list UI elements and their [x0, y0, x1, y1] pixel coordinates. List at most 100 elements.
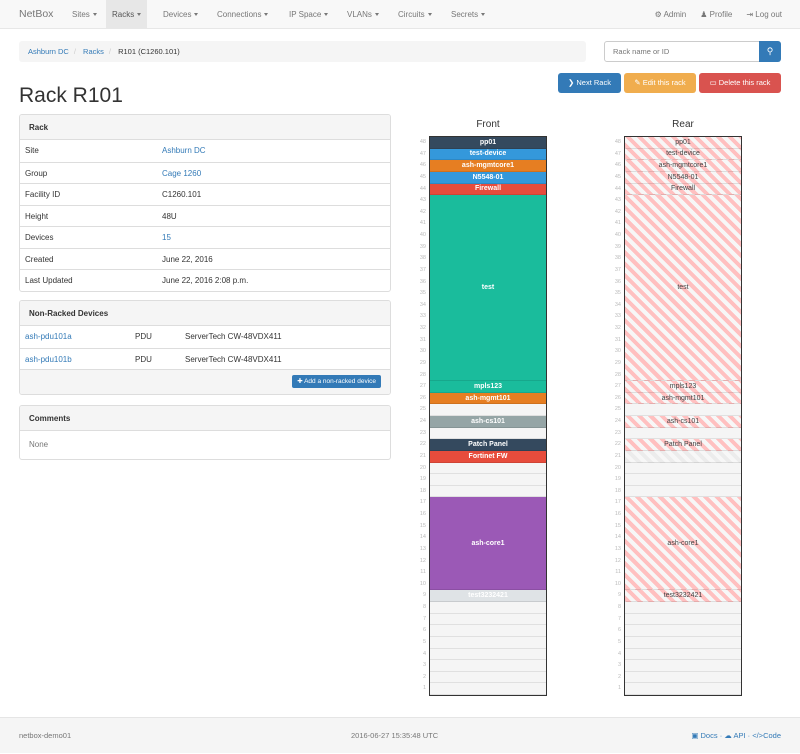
row-value[interactable]: Ashburn DC	[162, 146, 206, 155]
rack-unit[interactable]	[430, 649, 546, 661]
rack-unit[interactable]	[625, 683, 741, 695]
unit-number: 13	[614, 545, 621, 552]
rack-device[interactable]: Patch Panel	[430, 439, 546, 451]
rack-search-input[interactable]	[604, 41, 760, 62]
rack-device[interactable]: Firewall	[430, 183, 546, 196]
navbar: NetBox Sites Racks Devices Connections IP Sp…	[0, 0, 800, 29]
api-link[interactable]: API	[733, 731, 746, 740]
breadcrumb-racks[interactable]: Racks	[83, 47, 104, 56]
nav-secrets[interactable]: Secrets	[445, 0, 491, 29]
row-value[interactable]: Cage 1260	[162, 168, 202, 178]
nav-profile[interactable]: ♟ Profile	[698, 0, 734, 29]
edit-rack-button[interactable]: ✎ Edit this rack	[624, 73, 696, 93]
nav-log-out[interactable]: ⇥ Log out	[744, 0, 784, 29]
next-rack-button[interactable]: ❯ Next Rack	[558, 73, 621, 93]
unit-number: 15	[614, 522, 621, 529]
unit-number: 34	[419, 301, 426, 308]
rack-unit[interactable]	[430, 683, 546, 695]
breadcrumb-site[interactable]: Ashburn DC	[28, 47, 69, 56]
rack-device-rear[interactable]: mpls123	[625, 381, 741, 393]
rack-device-rear[interactable]: test	[625, 195, 741, 382]
rack-device-rear[interactable]: Patch Panel	[625, 439, 741, 451]
rack-device[interactable]: test3232421	[430, 590, 546, 602]
rack-unit[interactable]	[430, 428, 546, 440]
rack-device[interactable]: test-device	[430, 148, 546, 161]
rack-unit[interactable]	[625, 625, 741, 637]
rack-unit[interactable]	[625, 404, 741, 416]
rack-device[interactable]: test	[430, 195, 546, 382]
rack-device[interactable]: ash-core1	[430, 497, 546, 591]
rack-unit[interactable]	[625, 672, 741, 684]
rack-device[interactable]: pp01	[430, 137, 546, 149]
rack-device[interactable]: N5548-01	[430, 171, 546, 184]
panel-heading: Non-Racked Devices	[20, 301, 390, 326]
table-row: Facility ID C1260.101	[20, 183, 390, 205]
rack-unit[interactable]	[430, 602, 546, 614]
rack-device[interactable]: ash-mgmt101	[430, 392, 546, 405]
nav-admin[interactable]: ⚙ Admin	[653, 0, 689, 29]
delete-rack-button[interactable]: ▭ Delete this rack	[699, 73, 781, 93]
footer: netbox-demo01 2016-06-27 15:35:48 UTC ▣ …	[0, 717, 800, 753]
rack-unit[interactable]	[430, 660, 546, 672]
rack-device-rear[interactable]: N5548-01	[625, 171, 741, 184]
nav-devices[interactable]: Devices	[157, 0, 204, 29]
rack-unit[interactable]	[625, 474, 741, 486]
rack-unit[interactable]	[625, 660, 741, 672]
caret-down-icon	[427, 13, 432, 17]
nav-label: Secrets	[451, 10, 479, 19]
rack-device[interactable]: ash-mgmtcore1	[430, 160, 546, 172]
nav-ip-space[interactable]: IP Space	[283, 0, 334, 29]
rack-device-rear[interactable]: test3232421	[625, 590, 741, 602]
add-nonracked-button[interactable]: ✚ Add a non-racked device	[292, 375, 381, 388]
rack-device[interactable]: ash-cs101	[430, 416, 546, 428]
nav-label: Racks	[112, 10, 135, 19]
nav-racks[interactable]: Racks	[106, 0, 148, 29]
caret-down-icon	[324, 13, 329, 17]
rack-unit[interactable]	[625, 637, 741, 649]
device-link[interactable]: ash-pdu101a	[25, 332, 72, 341]
logout-icon: ⇥	[746, 10, 756, 19]
unit-number: 33	[419, 313, 426, 320]
unit-number: 16	[419, 511, 426, 517]
device-link[interactable]: ash-pdu101b	[25, 354, 72, 364]
search-button[interactable]: ⚲	[759, 41, 781, 62]
rack-unit[interactable]	[430, 625, 546, 637]
rack-device[interactable]: mpls123	[430, 381, 546, 393]
nav-connections[interactable]: Connections	[211, 0, 274, 29]
docs-link[interactable]: Docs	[700, 731, 718, 740]
device-type: ServerTech CW-48VDX411	[185, 332, 282, 341]
rack-unit[interactable]	[625, 428, 741, 440]
rack-device-rear[interactable]: Firewall	[625, 183, 741, 196]
rack-unit[interactable]	[430, 463, 546, 475]
unit-number: 8	[617, 604, 621, 610]
unit-number: 21	[419, 452, 426, 459]
rack-device-rear[interactable]: ash-mgmtcore1	[625, 160, 741, 172]
device-role: PDU	[135, 332, 152, 341]
rack-unit[interactable]	[625, 614, 741, 626]
rack-unit[interactable]	[430, 474, 546, 486]
unit-number: 10	[419, 580, 426, 587]
nav-sites[interactable]: Sites	[66, 0, 103, 29]
rack-unit[interactable]	[430, 614, 546, 626]
rack-unit[interactable]	[430, 404, 546, 416]
unit-number: 39	[419, 243, 426, 250]
rack-device-rear[interactable]: pp01	[625, 137, 741, 149]
rack-unit[interactable]	[625, 463, 741, 475]
rack-device-rear[interactable]: test-device	[625, 148, 741, 161]
rack-unit[interactable]	[430, 672, 546, 684]
rack-device-rear[interactable]: ash-core1	[625, 497, 741, 591]
row-value[interactable]: 15	[162, 233, 171, 242]
brand-logo[interactable]: NetBox	[19, 8, 54, 20]
rack-device[interactable]: Fortinet FW	[430, 450, 546, 463]
rack-unit[interactable]	[430, 637, 546, 649]
rack-device-rear[interactable]: ash-mgmt101	[625, 392, 741, 405]
rack-unit[interactable]	[625, 486, 741, 498]
rack-unit[interactable]	[625, 649, 741, 661]
nav-circuits[interactable]: Circuits	[392, 0, 438, 29]
unit-number: 43	[419, 197, 426, 204]
rack-unit[interactable]	[430, 486, 546, 498]
rack-unit[interactable]	[625, 602, 741, 614]
code-link[interactable]: Code	[763, 731, 781, 740]
rack-device-rear[interactable]: ash-cs101	[625, 416, 741, 428]
nav-vlans[interactable]: VLANs	[341, 0, 385, 29]
